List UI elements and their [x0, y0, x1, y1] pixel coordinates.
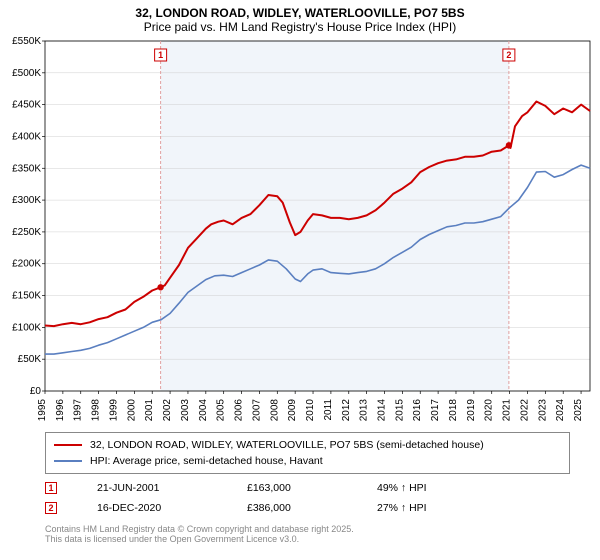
ytick-label: £50K: [18, 354, 42, 365]
event-marker: 1: [45, 482, 57, 494]
xtick-label: 2025: [573, 399, 584, 422]
event-hpi: 27% ↑ HPI: [377, 502, 467, 514]
ytick-label: £350K: [12, 163, 41, 174]
xtick-label: 2012: [341, 399, 352, 422]
xtick-label: 2021: [502, 399, 513, 422]
event-hpi: 49% ↑ HPI: [377, 482, 467, 494]
chart-title-line1: 32, LONDON ROAD, WIDLEY, WATERLOOVILLE, …: [0, 6, 600, 20]
xtick-label: 1997: [73, 399, 84, 422]
xtick-label: 1996: [55, 399, 66, 422]
event-date: 21-JUN-2001: [97, 482, 207, 494]
event-row: 2 16-DEC-2020 £386,000 27% ↑ HPI: [45, 498, 570, 518]
legend-row: 32, LONDON ROAD, WIDLEY, WATERLOOVILLE, …: [54, 437, 561, 453]
xtick-label: 2016: [412, 399, 423, 422]
xtick-label: 2011: [323, 399, 334, 421]
legend: 32, LONDON ROAD, WIDLEY, WATERLOOVILLE, …: [45, 432, 570, 474]
chart-area: £0 £50K £100K £150K £200K £250K £300K £350K £400…: [0, 36, 600, 426]
ytick-label: £150K: [12, 291, 41, 302]
ytick-label: £300K: [12, 195, 41, 206]
ytick-label: £550K: [12, 36, 41, 47]
xtick-label: 2018: [448, 399, 459, 422]
legend-swatch: [54, 460, 82, 462]
xtick-label: 2015: [394, 399, 405, 422]
legend-label: 32, LONDON ROAD, WIDLEY, WATERLOOVILLE, …: [90, 439, 484, 451]
xtick-label: 2006: [234, 399, 245, 422]
xtick-label: 2008: [269, 399, 280, 422]
xtick-label: 1995: [37, 399, 48, 422]
xtick-label: 2005: [216, 399, 227, 422]
ytick-label: £250K: [12, 227, 41, 238]
legend-swatch: [54, 444, 82, 446]
event-marker-number: 1: [158, 50, 163, 60]
xtick-label: 2007: [251, 399, 262, 422]
xtick-label: 1998: [91, 399, 102, 422]
xtick-label: 2024: [555, 399, 566, 422]
ytick-label: £0: [30, 386, 42, 397]
xtick-label: 2009: [287, 399, 298, 422]
shade-band: [161, 41, 509, 391]
footer: Contains HM Land Registry data © Crown c…: [45, 524, 570, 544]
footer-line1: Contains HM Land Registry data © Crown c…: [45, 524, 570, 534]
event-date: 16-DEC-2020: [97, 502, 207, 514]
xtick-label: 2019: [466, 399, 477, 422]
xtick-label: 2001: [144, 399, 155, 422]
ytick-label: £450K: [12, 100, 41, 111]
xtick-label: 2014: [377, 399, 388, 422]
ytick-label: £200K: [12, 259, 41, 270]
xtick-label: 2020: [484, 399, 495, 422]
xtick-label: 1999: [108, 399, 119, 422]
event-price: £163,000: [247, 482, 337, 494]
event-row: 1 21-JUN-2001 £163,000 49% ↑ HPI: [45, 478, 570, 498]
event-price: £386,000: [247, 502, 337, 514]
xtick-label: 2000: [126, 399, 137, 422]
xtick-label: 2022: [519, 399, 530, 422]
ytick-label: £100K: [12, 322, 41, 333]
xtick-label: 2004: [198, 399, 209, 422]
xtick-label: 2017: [430, 399, 441, 422]
ytick-label: £500K: [12, 68, 41, 79]
chart-title-block: 32, LONDON ROAD, WIDLEY, WATERLOOVILLE, …: [0, 0, 600, 36]
xtick-label: 2023: [537, 399, 548, 422]
xtick-label: 2002: [162, 399, 173, 422]
xtick-label: 2003: [180, 399, 191, 422]
footer-line2: This data is licensed under the Open Gov…: [45, 534, 570, 544]
legend-label: HPI: Average price, semi-detached house,…: [90, 455, 323, 467]
chart-svg: £0 £50K £100K £150K £200K £250K £300K £350K £400…: [0, 36, 600, 426]
ytick-label: £400K: [12, 131, 41, 142]
legend-row: HPI: Average price, semi-detached house,…: [54, 453, 561, 469]
chart-title-line2: Price paid vs. HM Land Registry's House …: [0, 20, 600, 34]
xtick-label: 2013: [359, 399, 370, 422]
event-marker: 2: [45, 502, 57, 514]
xtick-label: 2010: [305, 399, 316, 422]
events-table: 1 21-JUN-2001 £163,000 49% ↑ HPI 2 16-DEC-202…: [45, 478, 570, 518]
event-marker-number: 2: [506, 50, 511, 60]
